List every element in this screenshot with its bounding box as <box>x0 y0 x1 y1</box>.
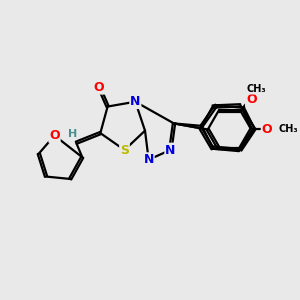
Text: N: N <box>130 95 140 108</box>
Text: N: N <box>165 143 176 157</box>
Text: O: O <box>94 81 104 94</box>
Text: CH₃: CH₃ <box>246 84 266 94</box>
Text: N: N <box>143 153 154 166</box>
Text: O: O <box>262 123 272 136</box>
Text: O: O <box>246 93 256 106</box>
Text: CH₃: CH₃ <box>279 124 298 134</box>
Text: O: O <box>49 129 60 142</box>
Text: S: S <box>120 143 129 157</box>
Text: H: H <box>68 129 77 139</box>
